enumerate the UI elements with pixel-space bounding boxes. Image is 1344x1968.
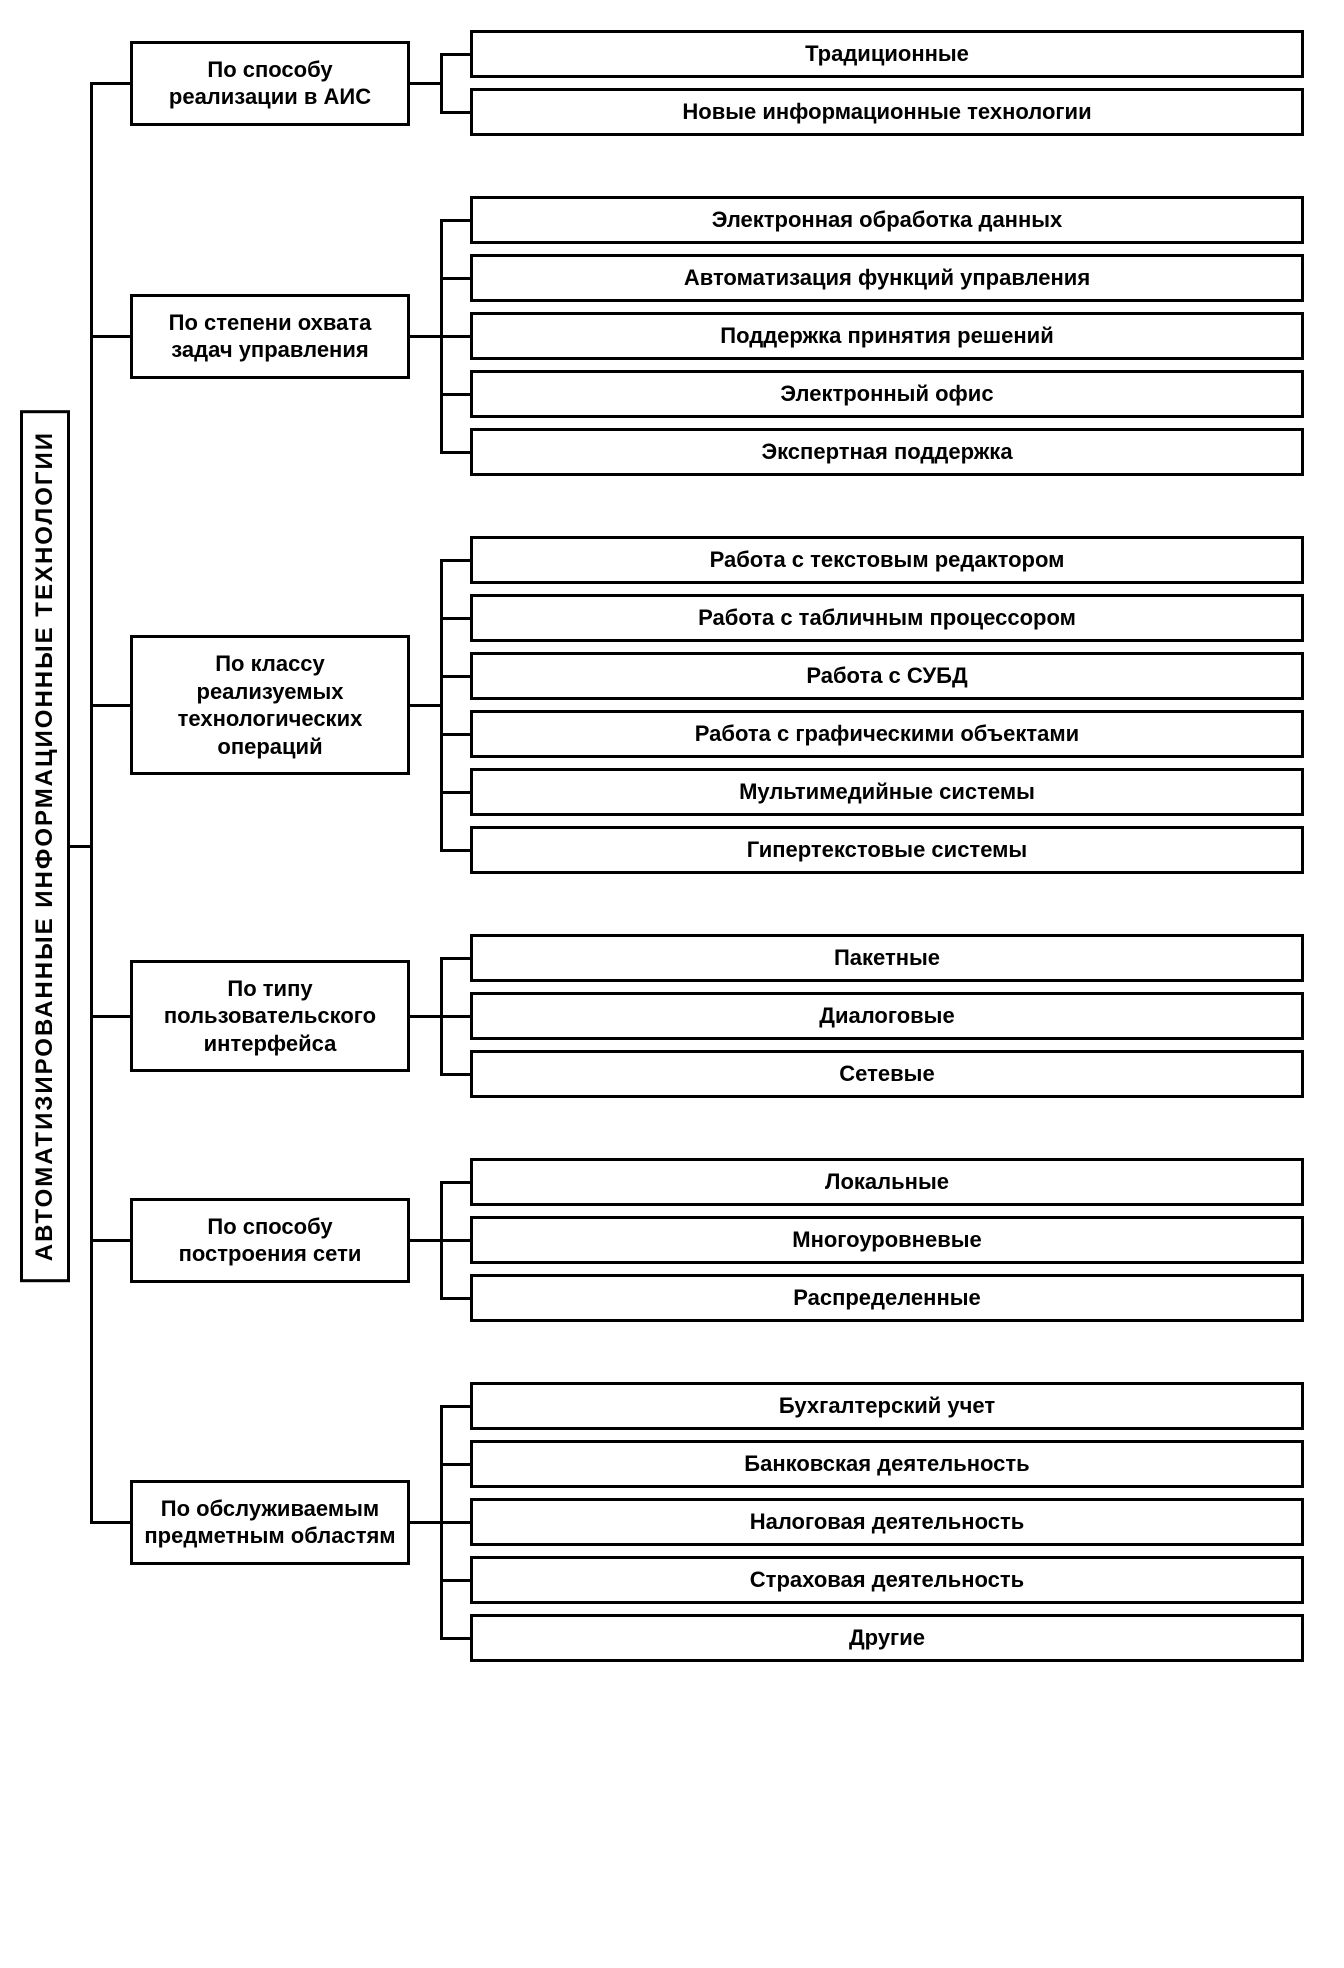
category-node: По способу построения сети <box>130 1198 410 1283</box>
mid-connector <box>410 196 470 476</box>
items-column: Работа с текстовым редактором Работа с та… <box>470 536 1304 874</box>
item-node: Работа с текстовым редактором <box>470 536 1304 584</box>
item-row: Традиционные <box>470 30 1304 78</box>
groups-column: По способу реализации в АИС Традиционные Н… <box>130 30 1304 1662</box>
branch-connector <box>90 704 130 707</box>
mid-connector <box>410 30 470 136</box>
mid-connector <box>410 934 470 1098</box>
trunk-column <box>90 30 130 1662</box>
branch-connector <box>90 1239 130 1242</box>
root-node: АВТОМАТИЗИРОВАННЫЕ ИНФОРМАЦИОННЫЕ ТЕХНОЛ… <box>20 410 70 1282</box>
item-row: Работа с табличным процессором <box>470 594 1304 642</box>
item-node: Сетевые <box>470 1050 1304 1098</box>
item-node: Налоговая деятельность <box>470 1498 1304 1546</box>
item-node: Страховая деятельность <box>470 1556 1304 1604</box>
category-node: По способу реализации в АИС <box>130 41 410 126</box>
branch-connector <box>90 1521 130 1524</box>
item-node: Традиционные <box>470 30 1304 78</box>
item-row: Работа с текстовым редактором <box>470 536 1304 584</box>
mid-connector <box>410 1158 470 1322</box>
item-node: Распределенные <box>470 1274 1304 1322</box>
item-row: Работа с графическими объектами <box>470 710 1304 758</box>
items-column: Локальные Многоуровневые Распределенные <box>470 1158 1304 1322</box>
root-connector <box>70 845 90 848</box>
item-node: Электронный офис <box>470 370 1304 418</box>
mid-connector <box>410 536 470 874</box>
items-column: Бухгалтерский учет Банковская деятельност… <box>470 1382 1304 1662</box>
root-column: АВТОМАТИЗИРОВАННЫЕ ИНФОРМАЦИОННЫЕ ТЕХНОЛ… <box>20 30 70 1662</box>
category-node: По классу реализуемых технологических оп… <box>130 635 410 775</box>
item-node: Банковская деятельность <box>470 1440 1304 1488</box>
category-node: По степени охвата задач управления <box>130 294 410 379</box>
item-node: Электронная обработка данных <box>470 196 1304 244</box>
item-row: Автоматизация функций управления <box>470 254 1304 302</box>
items-column: Электронная обработка данных Автоматизаци… <box>470 196 1304 476</box>
item-row: Новые информационные технологии <box>470 88 1304 136</box>
item-row: Распределенные <box>470 1274 1304 1322</box>
item-node: Работа с СУБД <box>470 652 1304 700</box>
item-row: Пакетные <box>470 934 1304 982</box>
item-row: Многоуровневые <box>470 1216 1304 1264</box>
category-group: По классу реализуемых технологических оп… <box>130 536 1304 874</box>
item-row: Другие <box>470 1614 1304 1662</box>
trunk-line <box>90 83 93 1522</box>
category-group: По типу пользовательского интерфейса Паке… <box>130 934 1304 1098</box>
item-row: Электронный офис <box>470 370 1304 418</box>
item-row: Сетевые <box>470 1050 1304 1098</box>
item-row: Гипертекстовые системы <box>470 826 1304 874</box>
items-column: Традиционные Новые информационные техноло… <box>470 30 1304 136</box>
item-node: Диалоговые <box>470 992 1304 1040</box>
item-node: Работа с графическими объектами <box>470 710 1304 758</box>
mid-connector <box>410 1382 470 1662</box>
item-node: Автоматизация функций управления <box>470 254 1304 302</box>
item-node: Экспертная поддержка <box>470 428 1304 476</box>
branch-connector <box>90 335 130 338</box>
category-group: По способу построения сети Локальные Много… <box>130 1158 1304 1322</box>
item-node: Поддержка принятия решений <box>470 312 1304 360</box>
item-node: Локальные <box>470 1158 1304 1206</box>
item-row: Поддержка принятия решений <box>470 312 1304 360</box>
category-node: По типу пользовательского интерфейса <box>130 960 410 1073</box>
items-column: Пакетные Диалоговые Сетевые <box>470 934 1304 1098</box>
item-node: Гипертекстовые системы <box>470 826 1304 874</box>
category-node: По обслуживаемым предметным областям <box>130 1480 410 1565</box>
item-row: Диалоговые <box>470 992 1304 1040</box>
item-node: Другие <box>470 1614 1304 1662</box>
item-row: Мультимедийные системы <box>470 768 1304 816</box>
item-row: Экспертная поддержка <box>470 428 1304 476</box>
branch-connector <box>90 82 130 85</box>
item-row: Работа с СУБД <box>470 652 1304 700</box>
category-group: По степени охвата задач управления Электр… <box>130 196 1304 476</box>
item-node: Работа с табличным процессором <box>470 594 1304 642</box>
item-node: Многоуровневые <box>470 1216 1304 1264</box>
item-row: Локальные <box>470 1158 1304 1206</box>
classification-diagram: АВТОМАТИЗИРОВАННЫЕ ИНФОРМАЦИОННЫЕ ТЕХНОЛ… <box>20 30 1304 1662</box>
item-node: Мультимедийные системы <box>470 768 1304 816</box>
item-row: Страховая деятельность <box>470 1556 1304 1604</box>
branch-connector <box>90 1015 130 1018</box>
item-node: Новые информационные технологии <box>470 88 1304 136</box>
item-row: Бухгалтерский учет <box>470 1382 1304 1430</box>
item-row: Банковская деятельность <box>470 1440 1304 1488</box>
item-node: Пакетные <box>470 934 1304 982</box>
item-row: Электронная обработка данных <box>470 196 1304 244</box>
category-group: По способу реализации в АИС Традиционные Н… <box>130 30 1304 136</box>
category-group: По обслуживаемым предметным областям Бухг… <box>130 1382 1304 1662</box>
item-row: Налоговая деятельность <box>470 1498 1304 1546</box>
item-node: Бухгалтерский учет <box>470 1382 1304 1430</box>
